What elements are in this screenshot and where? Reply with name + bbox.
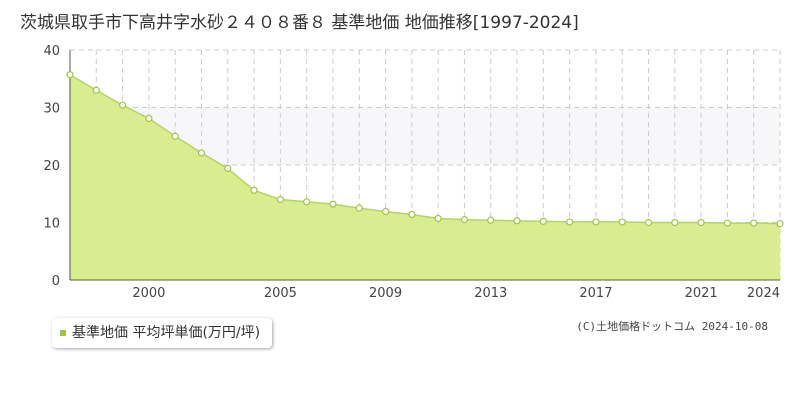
y-tick-labels: 0 10 20 30 40 — [43, 44, 60, 289]
data-point — [539, 217, 547, 225]
data-point — [145, 114, 153, 123]
x-tick-label: 2024 — [747, 286, 780, 301]
data-point — [723, 219, 732, 227]
legend-swatch — [60, 330, 66, 336]
y-tick-label: 20 — [43, 159, 60, 174]
data-point — [381, 207, 390, 216]
x-tick-labels: 2000 2005 2009 2013 2017 2021 2024 — [132, 286, 780, 301]
data-point — [197, 149, 206, 157]
data-point — [408, 210, 416, 219]
x-tick-label: 2017 — [579, 286, 612, 301]
data-point — [92, 86, 100, 94]
data-points — [66, 71, 784, 228]
data-point — [434, 214, 442, 223]
x-tick-label: 2000 — [132, 286, 165, 301]
x-tick-label: 2005 — [264, 286, 297, 301]
copyright-text: (C)土地価格ドットコム 2024-10-08 — [576, 320, 768, 333]
series-line — [69, 74, 781, 225]
data-point — [776, 220, 784, 228]
data-point — [487, 216, 495, 224]
x-tick-label: 2013 — [474, 286, 507, 301]
y-tick-label: 40 — [43, 44, 60, 59]
data-point — [618, 218, 626, 226]
data-point — [118, 101, 127, 109]
data-point — [513, 217, 521, 225]
x-tick-label: 2009 — [369, 286, 402, 301]
area-fill — [70, 74, 780, 280]
data-point — [566, 218, 574, 226]
data-point — [644, 218, 653, 227]
data-point — [250, 186, 258, 194]
data-point — [592, 218, 600, 226]
chart-title: 茨城県取手市下高井字水砂２４０８番８ 基準地価 地価推移[1997-2024] — [20, 13, 579, 33]
data-point — [171, 132, 179, 140]
legend: 基準地価 平均坪単価(万円/坪) — [52, 318, 273, 348]
y-tick-label: 30 — [43, 102, 60, 117]
data-point — [224, 164, 232, 173]
data-point — [355, 204, 363, 212]
data-point — [697, 218, 705, 227]
data-point — [276, 195, 284, 204]
data-point — [671, 218, 679, 227]
y-tick-label: 0 — [52, 274, 60, 289]
data-point — [750, 219, 758, 227]
data-point — [329, 200, 337, 208]
data-point — [303, 198, 311, 206]
data-point — [66, 71, 74, 79]
y-tick-label: 10 — [43, 217, 60, 232]
x-tick-label: 2021 — [685, 286, 718, 301]
data-point — [460, 216, 469, 224]
legend-label: 基準地価 平均坪単価(万円/坪) — [72, 325, 261, 341]
